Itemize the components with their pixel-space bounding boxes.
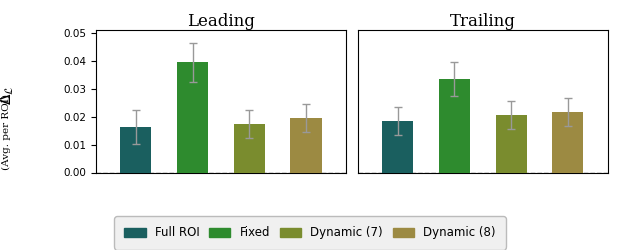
Text: (Avg. per ROI): (Avg. per ROI) <box>2 94 11 170</box>
Bar <box>382 121 414 172</box>
Text: $\Delta_{\mathcal{L}}$: $\Delta_{\mathcal{L}}$ <box>0 85 16 105</box>
Title: Trailing: Trailing <box>450 13 516 30</box>
Bar <box>177 62 208 172</box>
Bar <box>120 127 151 172</box>
Bar <box>495 115 527 172</box>
Bar <box>234 124 265 172</box>
Bar <box>552 112 583 172</box>
Legend: Full ROI, Fixed, Dynamic (7), Dynamic (8): Full ROI, Fixed, Dynamic (7), Dynamic (8… <box>117 219 503 246</box>
Title: Leading: Leading <box>187 13 255 30</box>
Bar <box>439 79 470 172</box>
Bar <box>290 118 322 172</box>
